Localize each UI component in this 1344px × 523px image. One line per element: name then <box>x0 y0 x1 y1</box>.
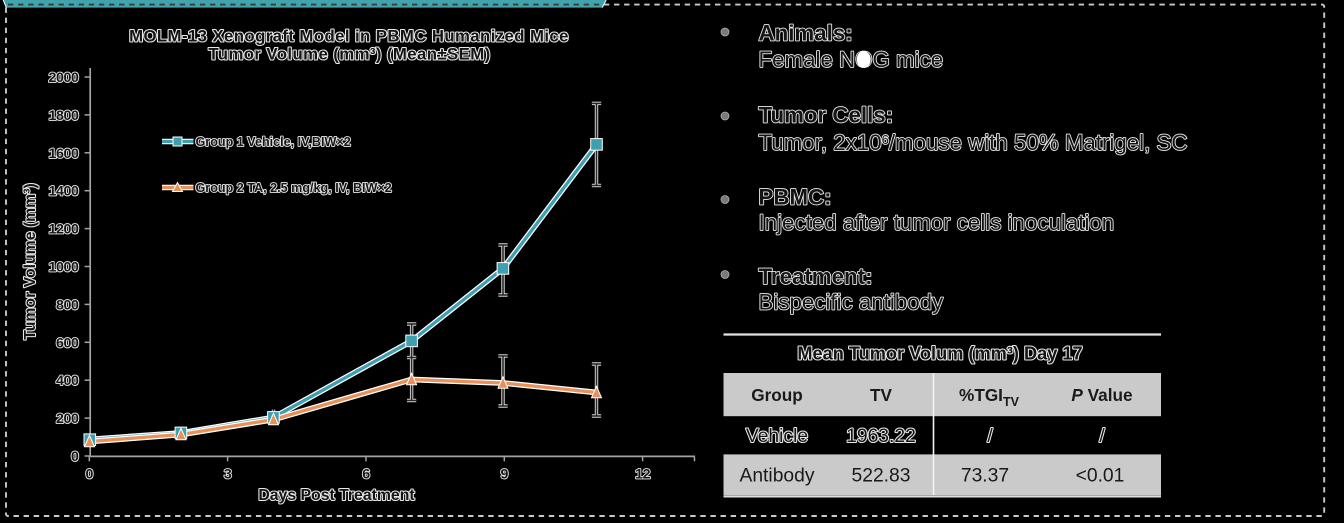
svg-text:12: 12 <box>635 467 650 483</box>
svg-text:600: 600 <box>56 335 79 351</box>
svg-text:Vehicle: Vehicle <box>746 426 808 447</box>
svg-text:1800: 1800 <box>49 108 79 124</box>
svg-text:Treatment:: Treatment: <box>759 264 873 289</box>
svg-text:Mean Tumor Volum (mm³) Day 17: Mean Tumor Volum (mm³) Day 17 <box>797 344 1082 364</box>
svg-text:522.83: 522.83 <box>852 466 911 487</box>
svg-text:200: 200 <box>56 411 79 427</box>
svg-text:Days Post Treatment: Days Post Treatment <box>258 487 415 504</box>
svg-text:Animals:: Animals: <box>759 21 853 46</box>
svg-text:MOLM-13 Xenograft Model in PBM: MOLM-13 Xenograft Model in PBMC Humanize… <box>129 27 569 46</box>
svg-text:Group 1 Vehicle, IV,BIW×2: Group 1 Vehicle, IV,BIW×2 <box>196 135 351 149</box>
svg-text:Bispecific antibody: Bispecific antibody <box>759 290 945 315</box>
svg-text:Antibody: Antibody <box>739 466 814 487</box>
svg-text:1963.22: 1963.22 <box>846 426 916 447</box>
svg-text:800: 800 <box>56 297 79 313</box>
svg-text:Tumor Volume (mm³) (Mean±SEM): Tumor Volume (mm³) (Mean±SEM) <box>208 45 490 64</box>
svg-text:Tumor Cells:: Tumor Cells: <box>759 103 894 128</box>
svg-text:6: 6 <box>362 467 370 483</box>
svg-text:2000: 2000 <box>49 70 79 86</box>
svg-text:/: / <box>1099 426 1105 447</box>
svg-text:1000: 1000 <box>49 260 79 276</box>
svg-text:Tumor Volume (mm³): Tumor Volume (mm³) <box>22 183 39 340</box>
svg-text:1200: 1200 <box>49 222 79 238</box>
svg-text:Injected after tumor cells ino: Injected after tumor cells inoculation <box>759 210 1115 235</box>
svg-text:Group: Group <box>751 385 803 405</box>
svg-text:9: 9 <box>501 467 509 483</box>
svg-text:PBMC:: PBMC: <box>759 185 832 210</box>
svg-text:<0.01: <0.01 <box>1076 466 1125 487</box>
svg-text:400: 400 <box>56 373 79 389</box>
svg-text:73.37: 73.37 <box>961 466 1009 487</box>
svg-text:Tumor, 2x106/mouse with 50% Ma: Tumor, 2x106/mouse with 50% Matrigel, SC <box>759 130 1188 155</box>
svg-text:3: 3 <box>224 467 232 483</box>
svg-text:Group 2 TA, 2.5 mg/kg, IV, BIW: Group 2 TA, 2.5 mg/kg, IV, BIW×2 <box>196 181 392 195</box>
svg-text:1600: 1600 <box>49 146 79 162</box>
svg-text:0: 0 <box>86 467 94 483</box>
svg-text:P Value: P Value <box>1071 385 1132 405</box>
svg-text:0: 0 <box>71 449 79 465</box>
svg-text:1400: 1400 <box>49 184 79 200</box>
svg-text:/: / <box>987 426 993 447</box>
svg-text:Female NOG mice: Female NOG mice <box>759 47 944 72</box>
svg-text:TV: TV <box>870 385 892 405</box>
